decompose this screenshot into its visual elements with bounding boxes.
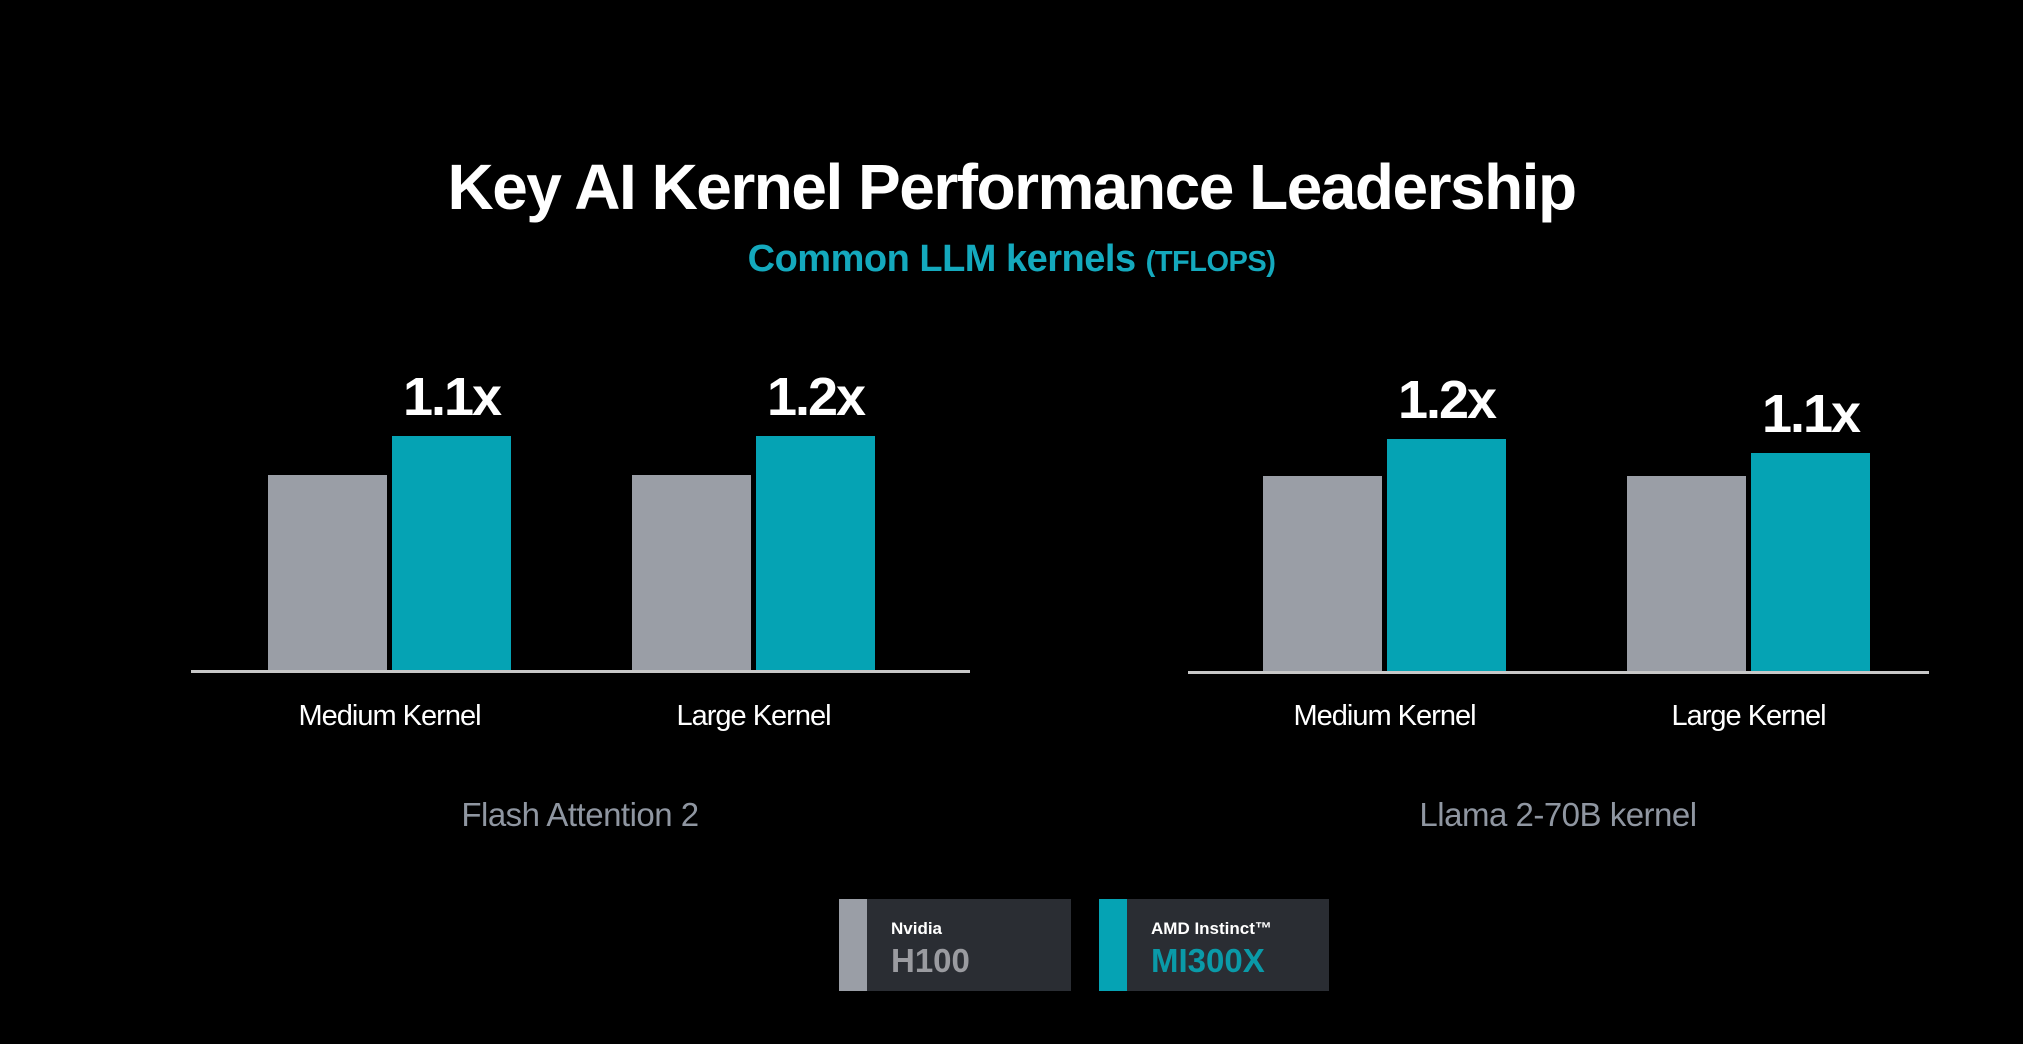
data-label: 1.2x bbox=[766, 367, 866, 427]
legend-model: H100 bbox=[891, 942, 970, 979]
x-axis-line bbox=[1188, 671, 1929, 674]
legend-item-mi300x: AMD Instinct™ MI300X bbox=[1099, 899, 1329, 991]
x-axis-line bbox=[191, 670, 970, 673]
category-label: Large Kernel bbox=[1671, 700, 1826, 732]
chart-title: Llama 2-70B kernel bbox=[1419, 796, 1697, 833]
category-label: Medium Kernel bbox=[1293, 700, 1476, 732]
slide-title: Key AI Kernel Performance Leadership bbox=[447, 151, 1577, 223]
bar-mi300x bbox=[1387, 438, 1506, 671]
category-label: Medium Kernel bbox=[298, 700, 481, 732]
bar-mi300x bbox=[392, 436, 511, 670]
legend-item-h100: Nvidia H100 bbox=[839, 899, 1071, 991]
legend-model: MI300X bbox=[1151, 942, 1265, 979]
legend-vendor: Nvidia bbox=[891, 919, 943, 938]
slide-subtitle: Common LLM kernels (TFLOPS) bbox=[0, 238, 2023, 281]
bar-mi300x bbox=[756, 436, 875, 670]
data-label: 1.1x bbox=[1761, 383, 1861, 444]
category-label: Large Kernel bbox=[676, 700, 831, 732]
data-label: 1.1x bbox=[402, 367, 502, 427]
data-label: 1.2x bbox=[1397, 369, 1497, 430]
bar-h100 bbox=[268, 475, 387, 670]
subtitle-main: Common LLM kernels bbox=[747, 238, 1136, 280]
bar-mi300x bbox=[1751, 452, 1870, 671]
bar-h100 bbox=[1627, 476, 1746, 671]
bar-h100 bbox=[632, 475, 751, 670]
legend-swatch-mi300x bbox=[1099, 899, 1127, 991]
bar-h100 bbox=[1263, 476, 1382, 671]
legend-vendor: AMD Instinct™ bbox=[1151, 919, 1272, 938]
legend-swatch-h100 bbox=[839, 899, 867, 991]
chart-title: Flash Attention 2 bbox=[461, 796, 699, 833]
subtitle-unit: (TFLOPS) bbox=[1145, 246, 1276, 278]
